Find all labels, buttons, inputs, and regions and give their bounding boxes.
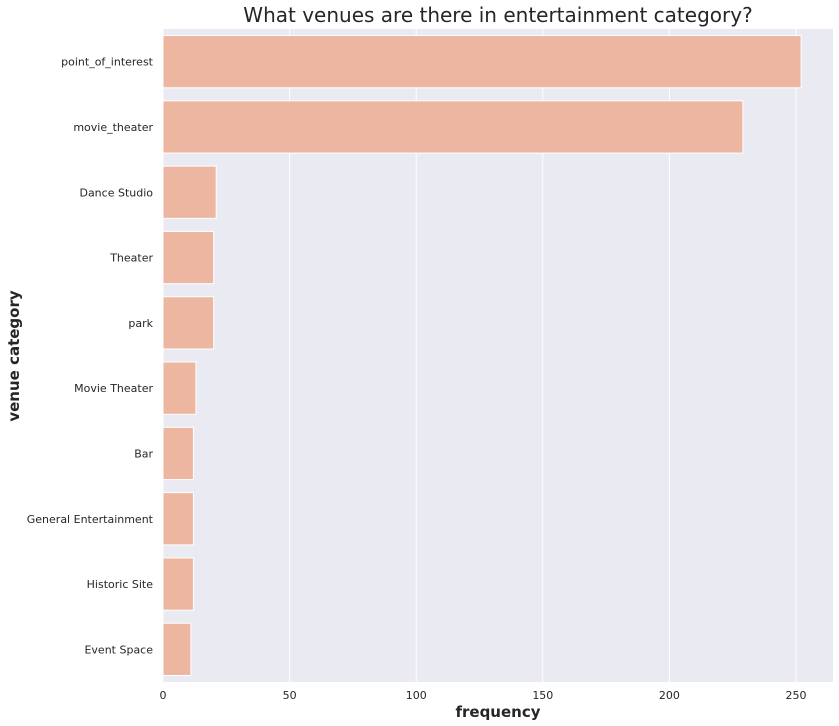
y-tick-label: movie_theater xyxy=(73,121,153,134)
x-axis-label: frequency xyxy=(455,703,540,721)
bar xyxy=(162,165,217,219)
x-tick-label: 50 xyxy=(283,689,297,702)
y-tick-label: point_of_interest xyxy=(61,56,154,69)
bar xyxy=(162,492,194,546)
bar xyxy=(162,557,194,611)
bar xyxy=(162,296,215,350)
x-tick-label: 200 xyxy=(659,689,680,702)
bar xyxy=(162,361,197,415)
y-tick-label: Bar xyxy=(134,447,153,460)
x-tick-label: 150 xyxy=(532,689,553,702)
y-axis-label: venue category xyxy=(5,290,23,422)
y-tick-label: park xyxy=(128,317,153,330)
bar xyxy=(162,100,744,154)
y-tick-label: General Entertainment xyxy=(27,513,154,526)
y-tick-label: Dance Studio xyxy=(79,186,153,199)
bar xyxy=(162,230,215,285)
y-tick-label: Historic Site xyxy=(87,578,154,591)
y-tick-label: Movie Theater xyxy=(74,382,153,395)
chart-title: What venues are there in entertainment c… xyxy=(243,3,752,27)
bar xyxy=(162,622,192,676)
x-tick-label: 100 xyxy=(406,689,427,702)
bars xyxy=(162,35,802,676)
x-tick-label: 0 xyxy=(160,689,167,702)
bar xyxy=(162,426,194,481)
y-tick-labels: point_of_interest movie_theater Dance Stud… xyxy=(27,56,154,657)
x-tick-labels: 0 50 100 150 200 250 xyxy=(160,689,807,702)
y-tick-label: Theater xyxy=(109,252,153,265)
y-tick-label: Event Space xyxy=(84,643,153,656)
x-tick-label: 250 xyxy=(786,689,807,702)
bar xyxy=(162,35,802,89)
